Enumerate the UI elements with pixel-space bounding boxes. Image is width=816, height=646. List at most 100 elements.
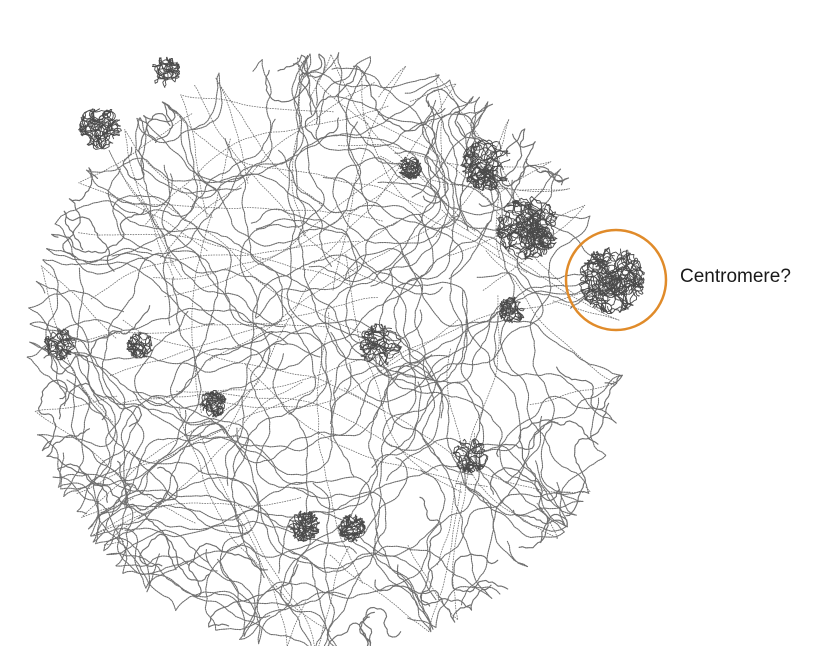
cluster-fiber [461, 145, 479, 169]
chromatin-strand [164, 158, 405, 298]
chromatin-strand [454, 111, 528, 187]
chromatin-strand [327, 611, 375, 646]
chromatin-strand [36, 353, 243, 490]
chromatin-strand [77, 232, 351, 286]
chromatin-strand [329, 481, 462, 632]
chromatin-strand [168, 107, 424, 208]
cluster-fiber [584, 286, 605, 313]
cluster-fiber [503, 201, 544, 234]
dense-cluster [43, 328, 76, 361]
cluster-fiber [609, 259, 642, 294]
cluster-fiber [339, 513, 358, 534]
cluster-fiber [47, 328, 76, 355]
cluster-fiber [528, 198, 556, 228]
chromatin-strand [374, 578, 471, 623]
chromatin-strand [162, 53, 312, 326]
chromatin-strand [265, 54, 310, 103]
chromatin-strand [180, 94, 334, 218]
cluster-fiber [462, 140, 482, 173]
chromatin-strand [362, 113, 574, 294]
chromatin-strand [91, 497, 302, 537]
chromatin-strand [322, 176, 493, 629]
cluster-fiber [98, 119, 120, 149]
chromatin-strand [137, 354, 450, 520]
chromatin-strand [204, 381, 422, 631]
chromatin-strand [52, 323, 331, 348]
chromatin-strand [29, 341, 190, 567]
cluster-fiber [80, 122, 113, 146]
cluster-fiber [601, 268, 638, 297]
dense-cluster [199, 390, 227, 418]
cluster-fiber [337, 514, 358, 533]
chromatin-strand [121, 353, 396, 404]
chromatin-strand [92, 410, 307, 543]
cluster-fiber [158, 57, 181, 76]
chromatin-strand [103, 381, 303, 546]
chromatin-strand [512, 509, 568, 549]
chromatin-strand [446, 204, 586, 291]
chromatin-strand [203, 319, 458, 409]
cluster-fiber [483, 145, 508, 182]
cluster-fiber [152, 61, 169, 88]
chromatin-strand [250, 309, 433, 511]
chromatin-strand [145, 105, 390, 225]
cluster-fiber [579, 275, 604, 294]
chromatin-strand [63, 210, 116, 273]
dense-cluster [78, 108, 122, 150]
chromatin-strand [87, 364, 352, 530]
chromatin-strand [347, 120, 464, 468]
chromatin-strand [422, 100, 449, 204]
cluster-fiber [398, 162, 419, 179]
chromatin-strand [29, 307, 289, 515]
chromatin-strand [54, 59, 272, 275]
cluster-fiber [502, 298, 516, 324]
centromere-label: Centromere? [680, 266, 791, 287]
cluster-fiber [531, 212, 544, 251]
chromatin-strand [555, 365, 623, 410]
chromatin-strand [52, 473, 304, 575]
chromatin-strand [116, 460, 177, 571]
cluster-fiber [80, 109, 111, 137]
cluster-fiber [458, 438, 485, 455]
chromatin-strand [161, 138, 284, 327]
chromatin-strand [312, 83, 457, 264]
chromatin-strand [435, 118, 510, 258]
dense-cluster [496, 195, 558, 261]
chromatin-strand [451, 553, 509, 593]
chromatin-strand [446, 348, 559, 539]
cluster-fiber [367, 343, 389, 366]
cluster-fiber [302, 513, 319, 538]
chromatin-strand [512, 133, 570, 183]
chromatin-strand [407, 432, 475, 621]
chromatin-strand [178, 406, 332, 633]
cluster-fiber [599, 266, 645, 287]
cluster-fiber [78, 109, 94, 136]
cluster-fiber [47, 337, 69, 358]
chromatin-strand [293, 486, 432, 633]
chromatin-strand [324, 99, 468, 388]
cluster-fiber [592, 281, 616, 312]
cluster-fiber [85, 126, 107, 150]
chromatin-strand [496, 420, 599, 458]
cluster-fiber [594, 277, 622, 306]
cluster-fiber [154, 67, 180, 84]
cluster-fiber [297, 511, 319, 533]
dense-cluster [337, 513, 366, 543]
dense-cluster [460, 139, 511, 192]
cluster-fiber [362, 342, 401, 359]
cluster-fiber [339, 515, 363, 542]
chromatin-strand [47, 346, 107, 421]
chromatin-strand [379, 155, 570, 192]
dense-cluster [578, 247, 645, 314]
cluster-fiber [470, 142, 498, 163]
chromatin-strand [219, 353, 311, 645]
chromatin-strand [197, 56, 413, 247]
chromatin-strand [352, 65, 446, 132]
chromatin-strand [463, 443, 584, 568]
chromatin-strand [418, 496, 442, 607]
chromatin-strand [344, 387, 591, 493]
cluster-fiber [403, 156, 423, 180]
chromatin-strand [46, 428, 108, 503]
cluster-fiber [529, 195, 557, 226]
